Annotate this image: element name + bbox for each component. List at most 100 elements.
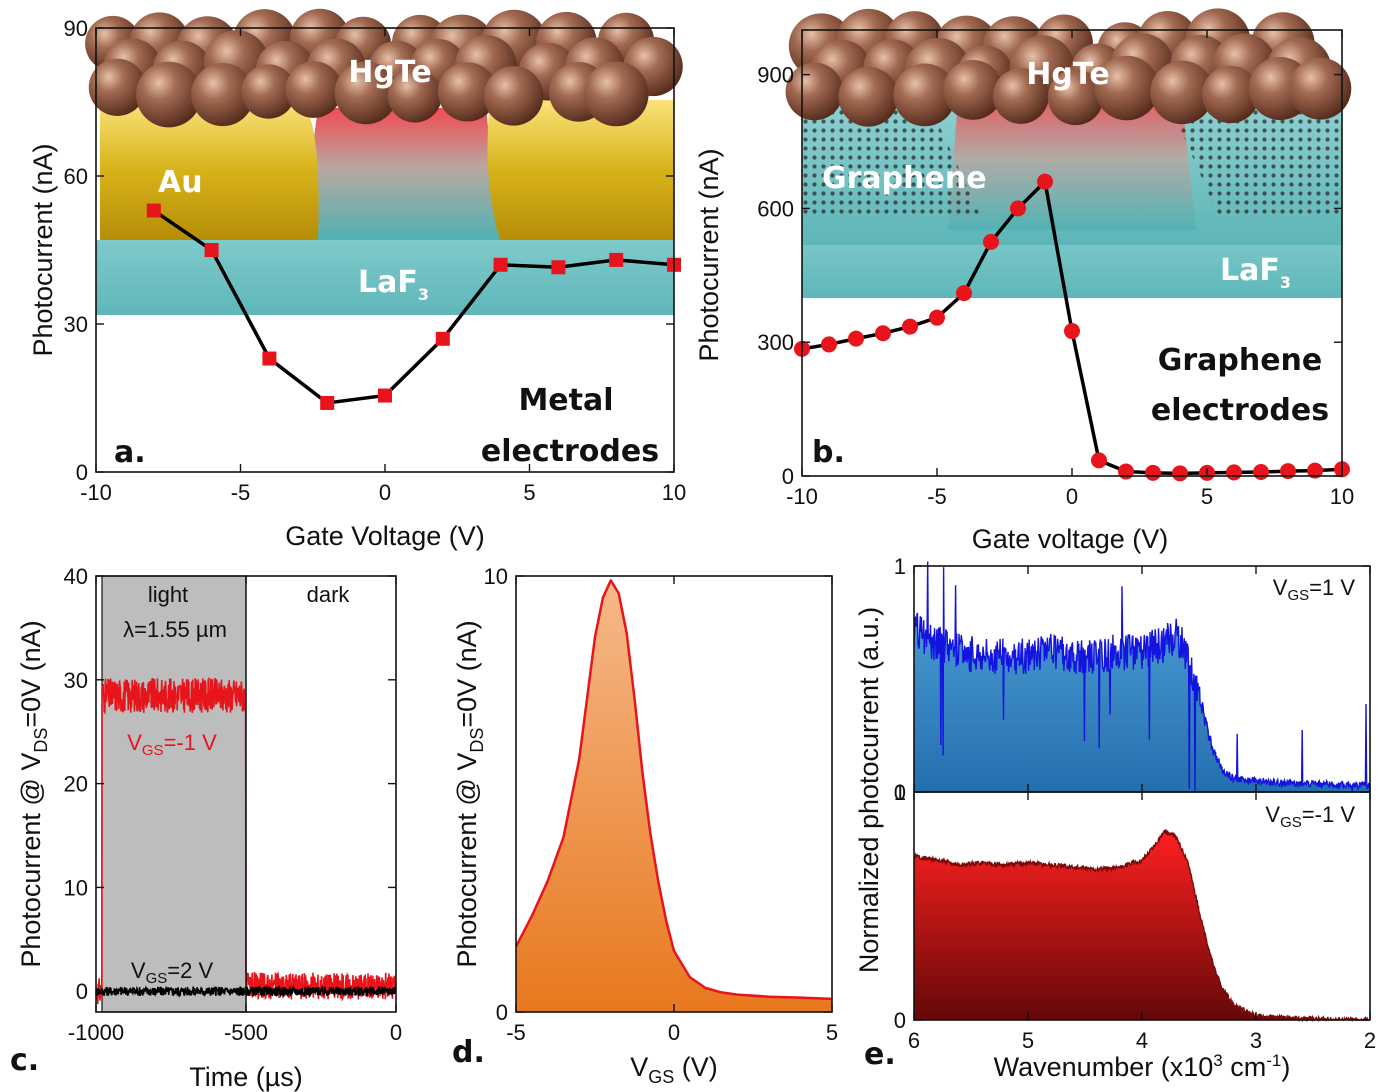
b-ytick-label-3: 900 xyxy=(757,63,794,88)
data-point-b-11 xyxy=(1091,452,1107,469)
data-point-b-9 xyxy=(1037,173,1053,190)
a-xtick-label-4: 10 xyxy=(662,480,686,505)
c-xtick-label-2: 0 xyxy=(390,1020,402,1045)
x-axis-label-b: Gate voltage (V) xyxy=(972,524,1169,554)
data-point-b-19 xyxy=(1307,462,1323,479)
a-xtick-label-3: 5 xyxy=(523,480,535,505)
c-xtick-label-0: -1000 xyxy=(68,1020,124,1045)
panel-a: -10 -5 0 5 10 0 30 60 90 HgTe Au LaF3 Metal elec… xyxy=(28,8,686,551)
a-xtick-label-0: -10 xyxy=(80,480,112,505)
data-point-a-6 xyxy=(493,257,508,272)
b-ytick-label-0: 0 xyxy=(782,464,794,489)
channel-glow-b xyxy=(948,100,1196,230)
a-ytick-label-3: 90 xyxy=(64,16,88,41)
data-point-a-2 xyxy=(262,351,277,366)
laf3-layer xyxy=(96,240,674,315)
panel-label-e: e. xyxy=(864,1037,896,1072)
nanocrystal xyxy=(583,61,649,127)
e0-ytick-label-1: 1 xyxy=(894,554,906,579)
e1-ytick-label-0: 0 xyxy=(894,1008,906,1033)
panel-c: -1000 -500 0 0 10 20 30 40 light dark λ=1.55 µm… xyxy=(10,564,402,1092)
nanocrystal xyxy=(993,68,1049,124)
e0-ytick-label-0: 0 xyxy=(894,780,906,805)
wavelength-label: λ=1.55 µm xyxy=(123,617,227,642)
data-point-b-14 xyxy=(1172,465,1188,482)
annotation-graphene: Graphene xyxy=(1158,343,1323,378)
c-ytick-label-3: 30 xyxy=(64,668,88,693)
b-xtick-label-4: 10 xyxy=(1330,484,1354,509)
nanocrystal xyxy=(838,66,899,127)
material-label-au: Au xyxy=(158,165,203,200)
data-point-b-3 xyxy=(875,325,891,342)
b-ytick-label-2: 600 xyxy=(757,196,794,221)
c-ytick-label-1: 10 xyxy=(64,875,88,900)
c-ytick-label-4: 40 xyxy=(64,564,88,589)
nanocrystal xyxy=(241,64,296,119)
x-axis-label-d: VGS (V) xyxy=(630,1052,718,1087)
series-label-vgs-neg1: VGS=-1 V xyxy=(127,730,217,759)
nanocrystal xyxy=(285,61,343,118)
channel-glow xyxy=(300,108,500,240)
nanocrystal xyxy=(88,58,146,116)
annotation-electrodes-b: electrodes xyxy=(1151,393,1329,428)
e1-xtick-label-0: 6 xyxy=(908,1028,920,1053)
material-label-laf3-a: LaF3 xyxy=(358,265,429,304)
hgte-nanocrystals xyxy=(85,8,683,128)
y-axis-label-c: Photocurrent @ VDS=0V (nA) xyxy=(16,620,51,967)
nanocrystal xyxy=(334,61,398,125)
b-xtick-label-1: -5 xyxy=(927,484,947,509)
b-xtick-label-0: -10 xyxy=(786,484,818,509)
area-fill-d xyxy=(516,580,832,1012)
region-label-light: light xyxy=(148,582,188,607)
a-ytick-label-0: 0 xyxy=(76,460,88,485)
nanocrystal xyxy=(483,66,544,126)
annotation-electrodes-a: electrodes xyxy=(481,434,659,469)
y-axis-label-b: Photocurrent (nA) xyxy=(694,148,724,361)
nanocrystal xyxy=(785,62,844,121)
d-xtick-label-2: 5 xyxy=(826,1020,838,1045)
a-xtick-label-1: -5 xyxy=(231,480,251,505)
nanocrystal xyxy=(1202,65,1260,124)
nanocrystal xyxy=(387,68,442,123)
nanocrystal xyxy=(1094,55,1160,121)
series-line-e-1 xyxy=(913,829,1371,1023)
material-label-hgte-a: HgTe xyxy=(348,55,431,90)
data-point-a-4 xyxy=(378,388,392,403)
nanocrystal xyxy=(437,62,498,122)
data-point-b-2 xyxy=(848,330,864,347)
au-electrode-right xyxy=(487,100,674,240)
panel-label-b: b. xyxy=(812,435,845,470)
e1-xtick-label-4: 2 xyxy=(1364,1028,1376,1053)
nanocrystal xyxy=(1047,69,1104,126)
y-axis-label-d: Photocurrent @ VDS=0V (nA) xyxy=(452,620,487,967)
data-point-a-7 xyxy=(551,260,566,275)
annotation-metal: Metal xyxy=(518,383,613,418)
area-fill-e-0 xyxy=(914,561,1370,792)
b-xtick-label-3: 5 xyxy=(1201,484,1213,509)
d-xtick-label-0: -5 xyxy=(506,1020,526,1045)
data-point-b-17 xyxy=(1253,463,1269,480)
data-point-b-6 xyxy=(956,285,972,302)
d-ytick-label-0: 0 xyxy=(496,1000,508,1025)
data-point-b-5 xyxy=(929,309,945,326)
graphene-lattice-right xyxy=(1170,105,1342,215)
data-point-a-1 xyxy=(204,243,219,257)
x-axis-label-e: Wavenumber (x103 cm-1) xyxy=(994,1051,1291,1082)
data-point-b-4 xyxy=(902,318,918,335)
c-ytick-label-2: 20 xyxy=(64,772,88,797)
material-label-graphene: Graphene xyxy=(822,161,987,196)
material-label-laf3-b: LaF3 xyxy=(1220,253,1291,292)
series-label-vgs-neg1-e: VGS=-1 V xyxy=(1265,802,1355,831)
d-ytick-label-1: 10 xyxy=(484,564,508,589)
c-xtick-label-1: -500 xyxy=(224,1020,268,1045)
data-point-b-12 xyxy=(1118,463,1134,480)
e1-xtick-label-2: 4 xyxy=(1136,1028,1148,1053)
area-fill-e-1 xyxy=(914,829,1370,1020)
a-xtick-label-2: 0 xyxy=(379,480,391,505)
nanocrystal xyxy=(191,63,255,127)
data-point-b-7 xyxy=(983,233,999,250)
series-line-a xyxy=(152,209,675,405)
device-illustration-a xyxy=(85,8,683,315)
